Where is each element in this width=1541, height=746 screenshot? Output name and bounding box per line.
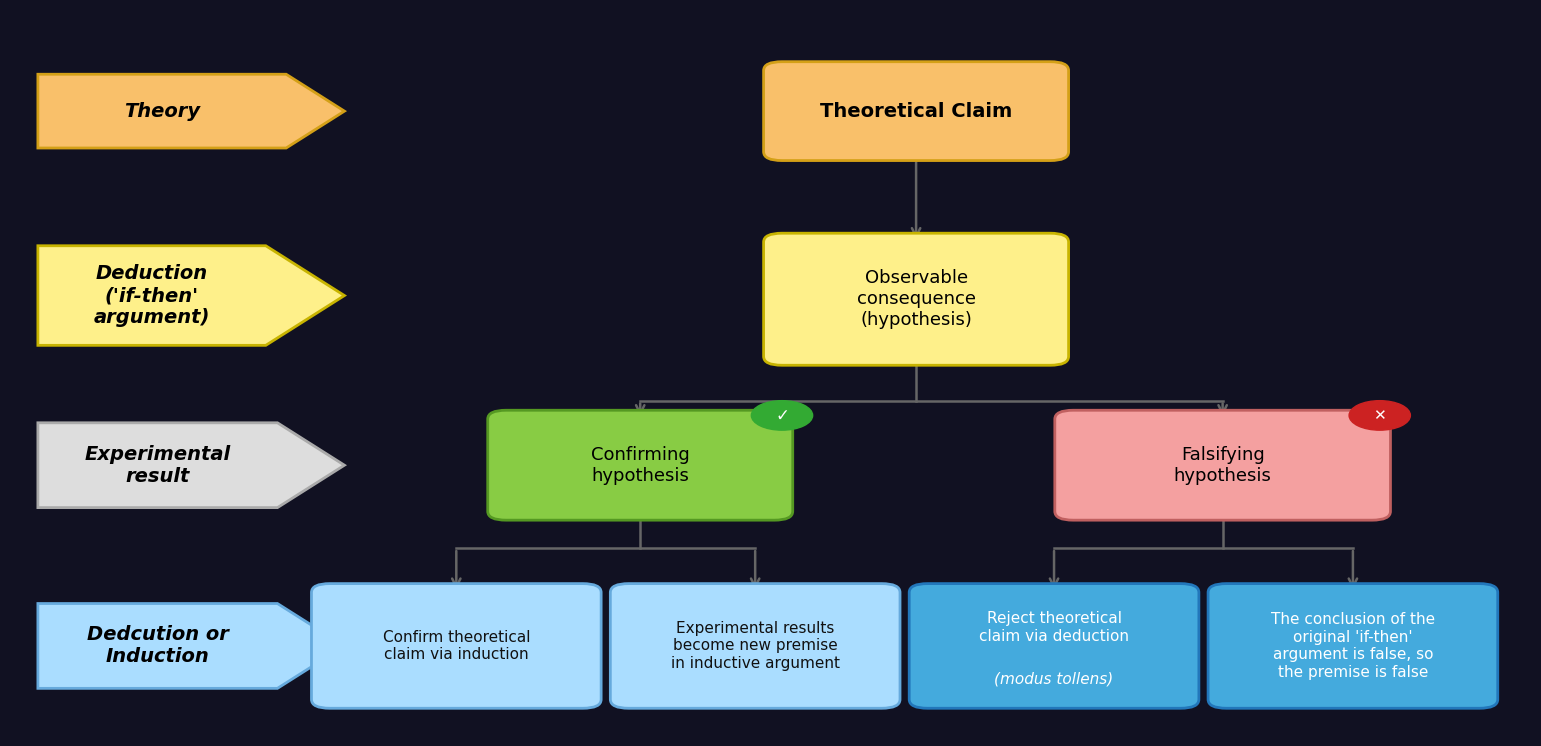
- Polygon shape: [39, 75, 345, 148]
- Text: Observable
consequence
(hypothesis): Observable consequence (hypothesis): [857, 269, 975, 329]
- Circle shape: [1348, 401, 1410, 430]
- Text: Experimental results
become new premise
in inductive argument: Experimental results become new premise …: [670, 621, 840, 671]
- FancyBboxPatch shape: [610, 583, 900, 708]
- Text: Experimental
result: Experimental result: [85, 445, 231, 486]
- Text: Dedcution or
Induction: Dedcution or Induction: [86, 625, 228, 666]
- FancyBboxPatch shape: [909, 583, 1199, 708]
- Polygon shape: [39, 245, 345, 345]
- Text: Theory: Theory: [123, 101, 200, 121]
- Text: Confirming
hypothesis: Confirming hypothesis: [590, 446, 690, 485]
- Polygon shape: [39, 604, 345, 689]
- Text: ✕: ✕: [1373, 408, 1385, 423]
- Text: ✓: ✓: [775, 407, 789, 424]
- Text: Confirm theoretical
claim via induction: Confirm theoretical claim via induction: [382, 630, 530, 662]
- FancyBboxPatch shape: [1054, 410, 1390, 520]
- Text: (modus tollens): (modus tollens): [994, 671, 1114, 686]
- Text: The conclusion of the
original 'if-then'
argument is false, so
the premise is fa: The conclusion of the original 'if-then'…: [1271, 612, 1435, 680]
- FancyBboxPatch shape: [1208, 583, 1498, 708]
- FancyBboxPatch shape: [487, 410, 792, 520]
- FancyBboxPatch shape: [764, 233, 1068, 366]
- Text: Deduction
('if-then'
argument): Deduction ('if-then' argument): [94, 264, 210, 327]
- FancyBboxPatch shape: [764, 62, 1068, 160]
- Text: Falsifying
hypothesis: Falsifying hypothesis: [1174, 446, 1271, 485]
- Text: Theoretical Claim: Theoretical Claim: [820, 101, 1012, 121]
- FancyBboxPatch shape: [311, 583, 601, 708]
- Circle shape: [752, 401, 812, 430]
- Text: Reject theoretical
claim via deduction: Reject theoretical claim via deduction: [979, 611, 1130, 644]
- Polygon shape: [39, 423, 345, 507]
